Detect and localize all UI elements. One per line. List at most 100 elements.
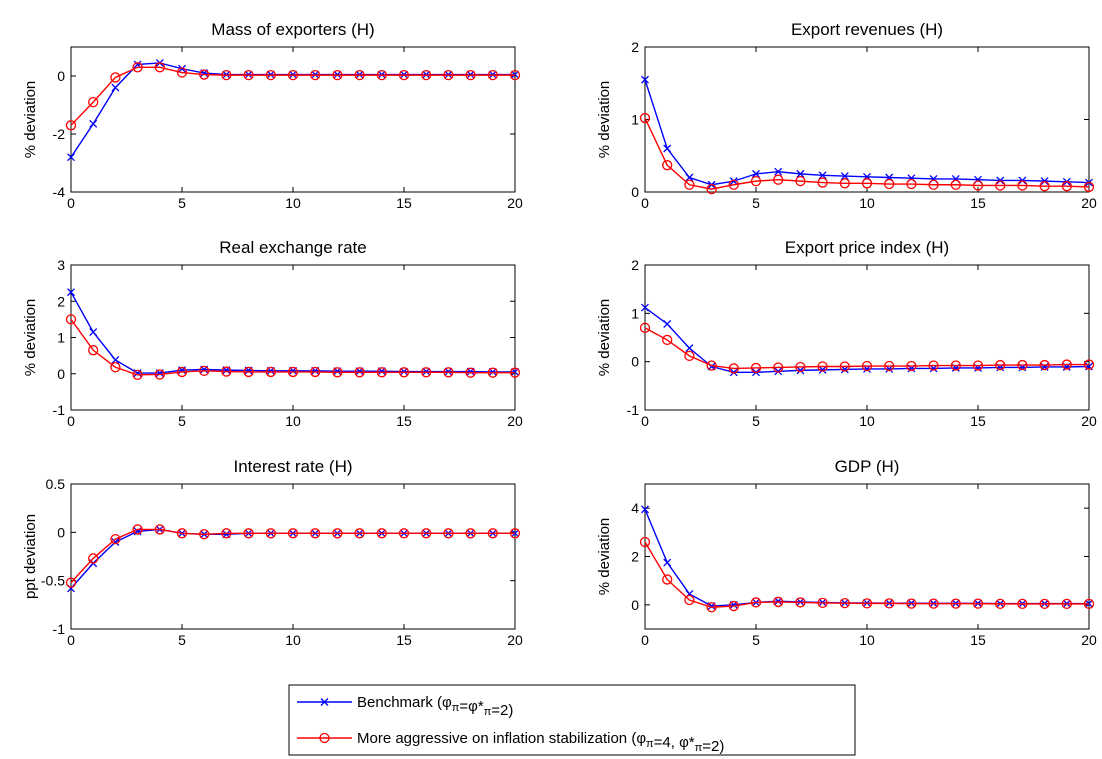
x-tick-label: 0: [641, 413, 649, 429]
data-point: [376, 69, 387, 81]
data-point: [840, 172, 849, 181]
data-point: [685, 173, 694, 182]
x-tick-label: 20: [507, 413, 523, 429]
data-point: [509, 69, 521, 81]
panel-title: Export revenues (H): [791, 20, 943, 39]
data-point: [662, 574, 673, 585]
data-point: [818, 171, 827, 180]
panel-1: Mass of exporters (H) % deviation 0 5 10 15 20…: [22, 20, 523, 211]
y-axis-label: % deviation: [22, 299, 39, 377]
data-point: [332, 367, 343, 378]
data-point: [796, 169, 805, 178]
data-point: [487, 528, 498, 539]
data-point: [818, 365, 827, 374]
data-point: [287, 366, 299, 378]
data-point: [110, 533, 121, 545]
data-point: [795, 597, 806, 608]
legend-marker: [320, 698, 329, 706]
data-point: [88, 96, 99, 108]
x-tick-label: 0: [641, 632, 649, 648]
x-tick-label: 0: [641, 195, 649, 211]
x-tick-label: 0: [67, 632, 75, 648]
data-point: [796, 366, 805, 375]
data-point: [750, 175, 762, 187]
x-tick-label: 5: [178, 632, 186, 648]
data-point: [176, 528, 188, 539]
data-point: [728, 363, 739, 374]
data-point: [243, 366, 254, 378]
data-point: [1017, 180, 1028, 191]
series-line-2: [70, 66, 515, 126]
data-point: [509, 528, 521, 539]
data-point: [928, 598, 939, 609]
data-point: [861, 360, 873, 372]
y-tick-label: 0: [57, 68, 65, 84]
data-point: [287, 69, 299, 81]
data-point: [1083, 598, 1095, 610]
data-point: [376, 367, 387, 378]
data-point: [422, 367, 431, 376]
data-point: [1061, 359, 1072, 370]
plot-frame: [644, 46, 1090, 193]
y-tick-label: 1: [631, 305, 639, 321]
y-tick-label: -1: [53, 621, 66, 637]
data-point: [928, 179, 939, 190]
data-point: [906, 598, 917, 609]
data-point: [972, 360, 984, 371]
data-point: [67, 153, 75, 162]
x-tick-label: 15: [396, 413, 412, 429]
legend-entry-2: More aggressive on inflation stabilizati…: [297, 730, 724, 755]
data-point: [199, 365, 210, 377]
legend-box: [288, 684, 856, 756]
x-tick-label: 5: [752, 195, 760, 211]
data-point: [662, 334, 673, 346]
data-point: [795, 361, 806, 373]
legend-label: Benchmark (φπ=φ*π=2): [357, 694, 513, 719]
data-point: [487, 69, 498, 81]
x-tick-label: 0: [67, 413, 75, 429]
data-point: [773, 362, 784, 373]
series-line-2: [70, 528, 515, 584]
x-tick-label: 5: [752, 632, 760, 648]
x-tick-label: 15: [396, 632, 412, 648]
data-point: [641, 75, 649, 84]
data-point: [728, 600, 739, 612]
data-point: [443, 367, 454, 378]
data-point: [684, 594, 695, 606]
x-tick-label: 10: [859, 632, 875, 648]
legend-entry-1: Benchmark (φπ=φ*π=2): [297, 694, 513, 719]
data-point: [398, 69, 410, 81]
legend: Benchmark (φπ=φ*π=2) More aggressive on i…: [288, 684, 856, 756]
x-tick-label: 10: [859, 413, 875, 429]
data-point: [89, 328, 98, 337]
panel-2: Export revenues (H) % deviation 0 5 10 15 20 0 1…: [596, 20, 1097, 211]
data-point: [110, 72, 121, 83]
x-tick-label: 15: [970, 632, 986, 648]
data-point: [332, 69, 343, 81]
data-point: [89, 119, 98, 128]
y-axis-label: % deviation: [22, 81, 39, 159]
data-point: [972, 180, 984, 191]
x-tick-label: 10: [285, 195, 301, 211]
data-point: [750, 597, 762, 608]
data-point: [662, 160, 673, 171]
y-tick-label: 0: [631, 184, 639, 200]
panel-title: Interest rate (H): [233, 457, 352, 476]
y-tick-label: 1: [57, 330, 65, 346]
data-point: [1083, 181, 1095, 193]
y-axis-label: ppt deviation: [22, 514, 39, 599]
data-point: [178, 64, 186, 73]
x-tick-label: 20: [507, 195, 523, 211]
y-tick-label: 0: [57, 366, 65, 382]
data-point: [465, 528, 476, 539]
data-point: [132, 62, 143, 73]
data-point: [1039, 359, 1050, 371]
x-tick-label: 15: [970, 195, 986, 211]
y-tick-label: -2: [53, 126, 66, 142]
y-tick-label: 2: [631, 257, 639, 273]
data-point: [154, 369, 165, 380]
data-point: [88, 553, 99, 564]
data-point: [199, 529, 210, 540]
panel-title: GDP (H): [835, 457, 900, 476]
y-tick-label: 0: [631, 354, 639, 370]
